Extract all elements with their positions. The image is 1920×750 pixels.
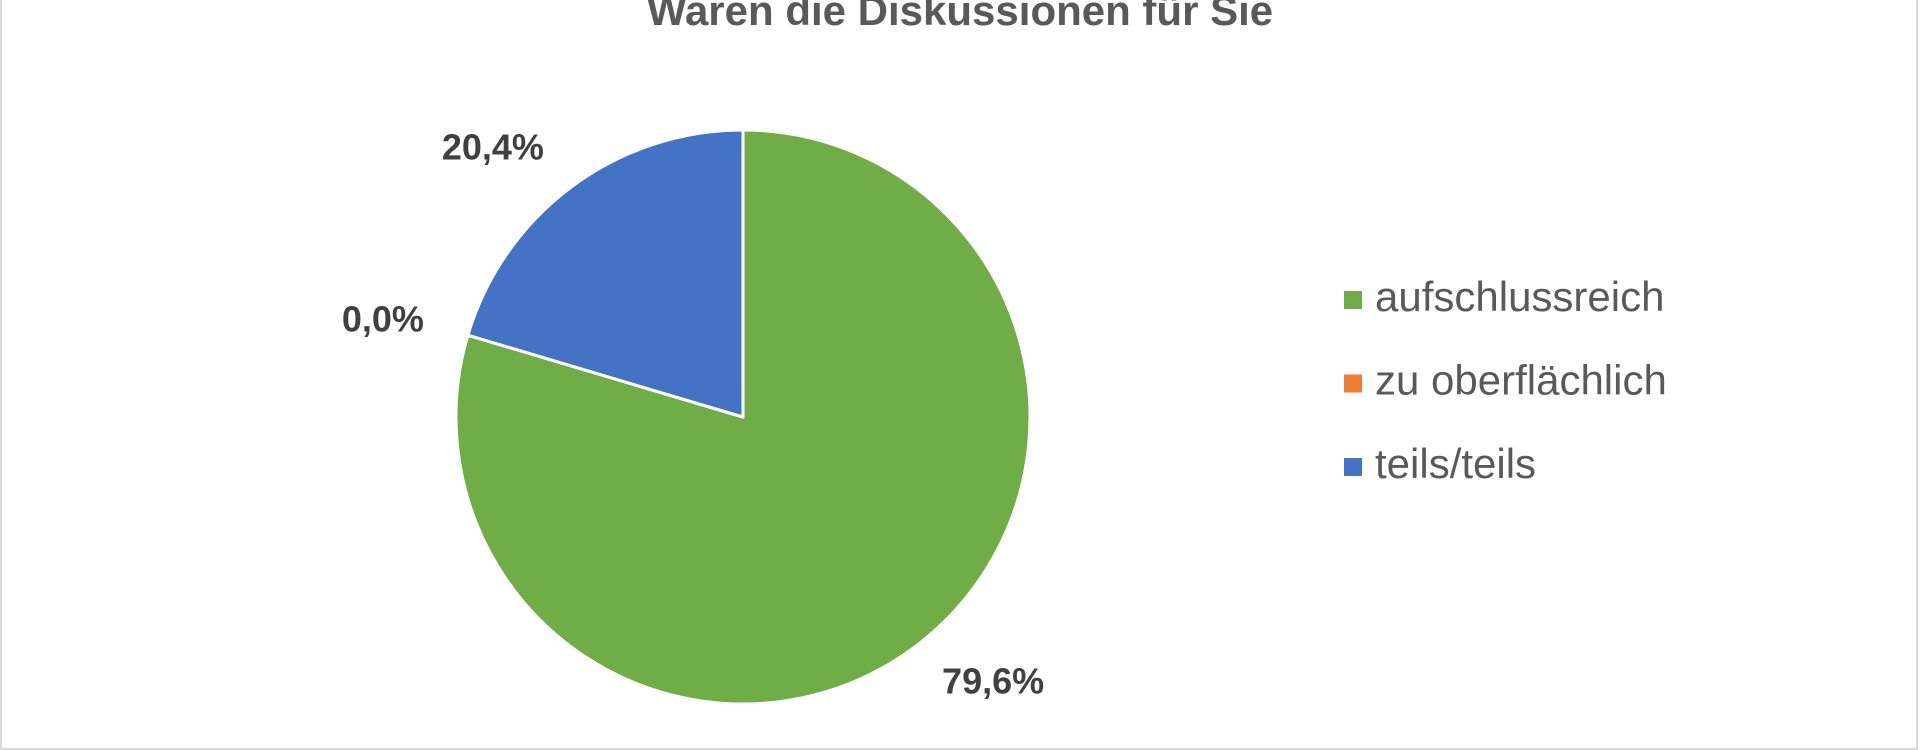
data-label: 0,0%: [342, 299, 424, 340]
legend-label: zu oberflächlich: [1375, 357, 1667, 404]
data-label: 20,4%: [442, 127, 544, 168]
legend-swatch: [1344, 291, 1362, 309]
legend-swatch: [1344, 458, 1362, 476]
legend-label: aufschlussreich: [1375, 273, 1664, 320]
data-label: 79,6%: [942, 660, 1044, 701]
legend-label: teils/teils: [1375, 440, 1536, 487]
pie-slice: [466, 128, 745, 419]
chart-title: Waren die Diskussionen für Sie: [647, 0, 1273, 34]
legend-swatch: [1344, 374, 1362, 393]
